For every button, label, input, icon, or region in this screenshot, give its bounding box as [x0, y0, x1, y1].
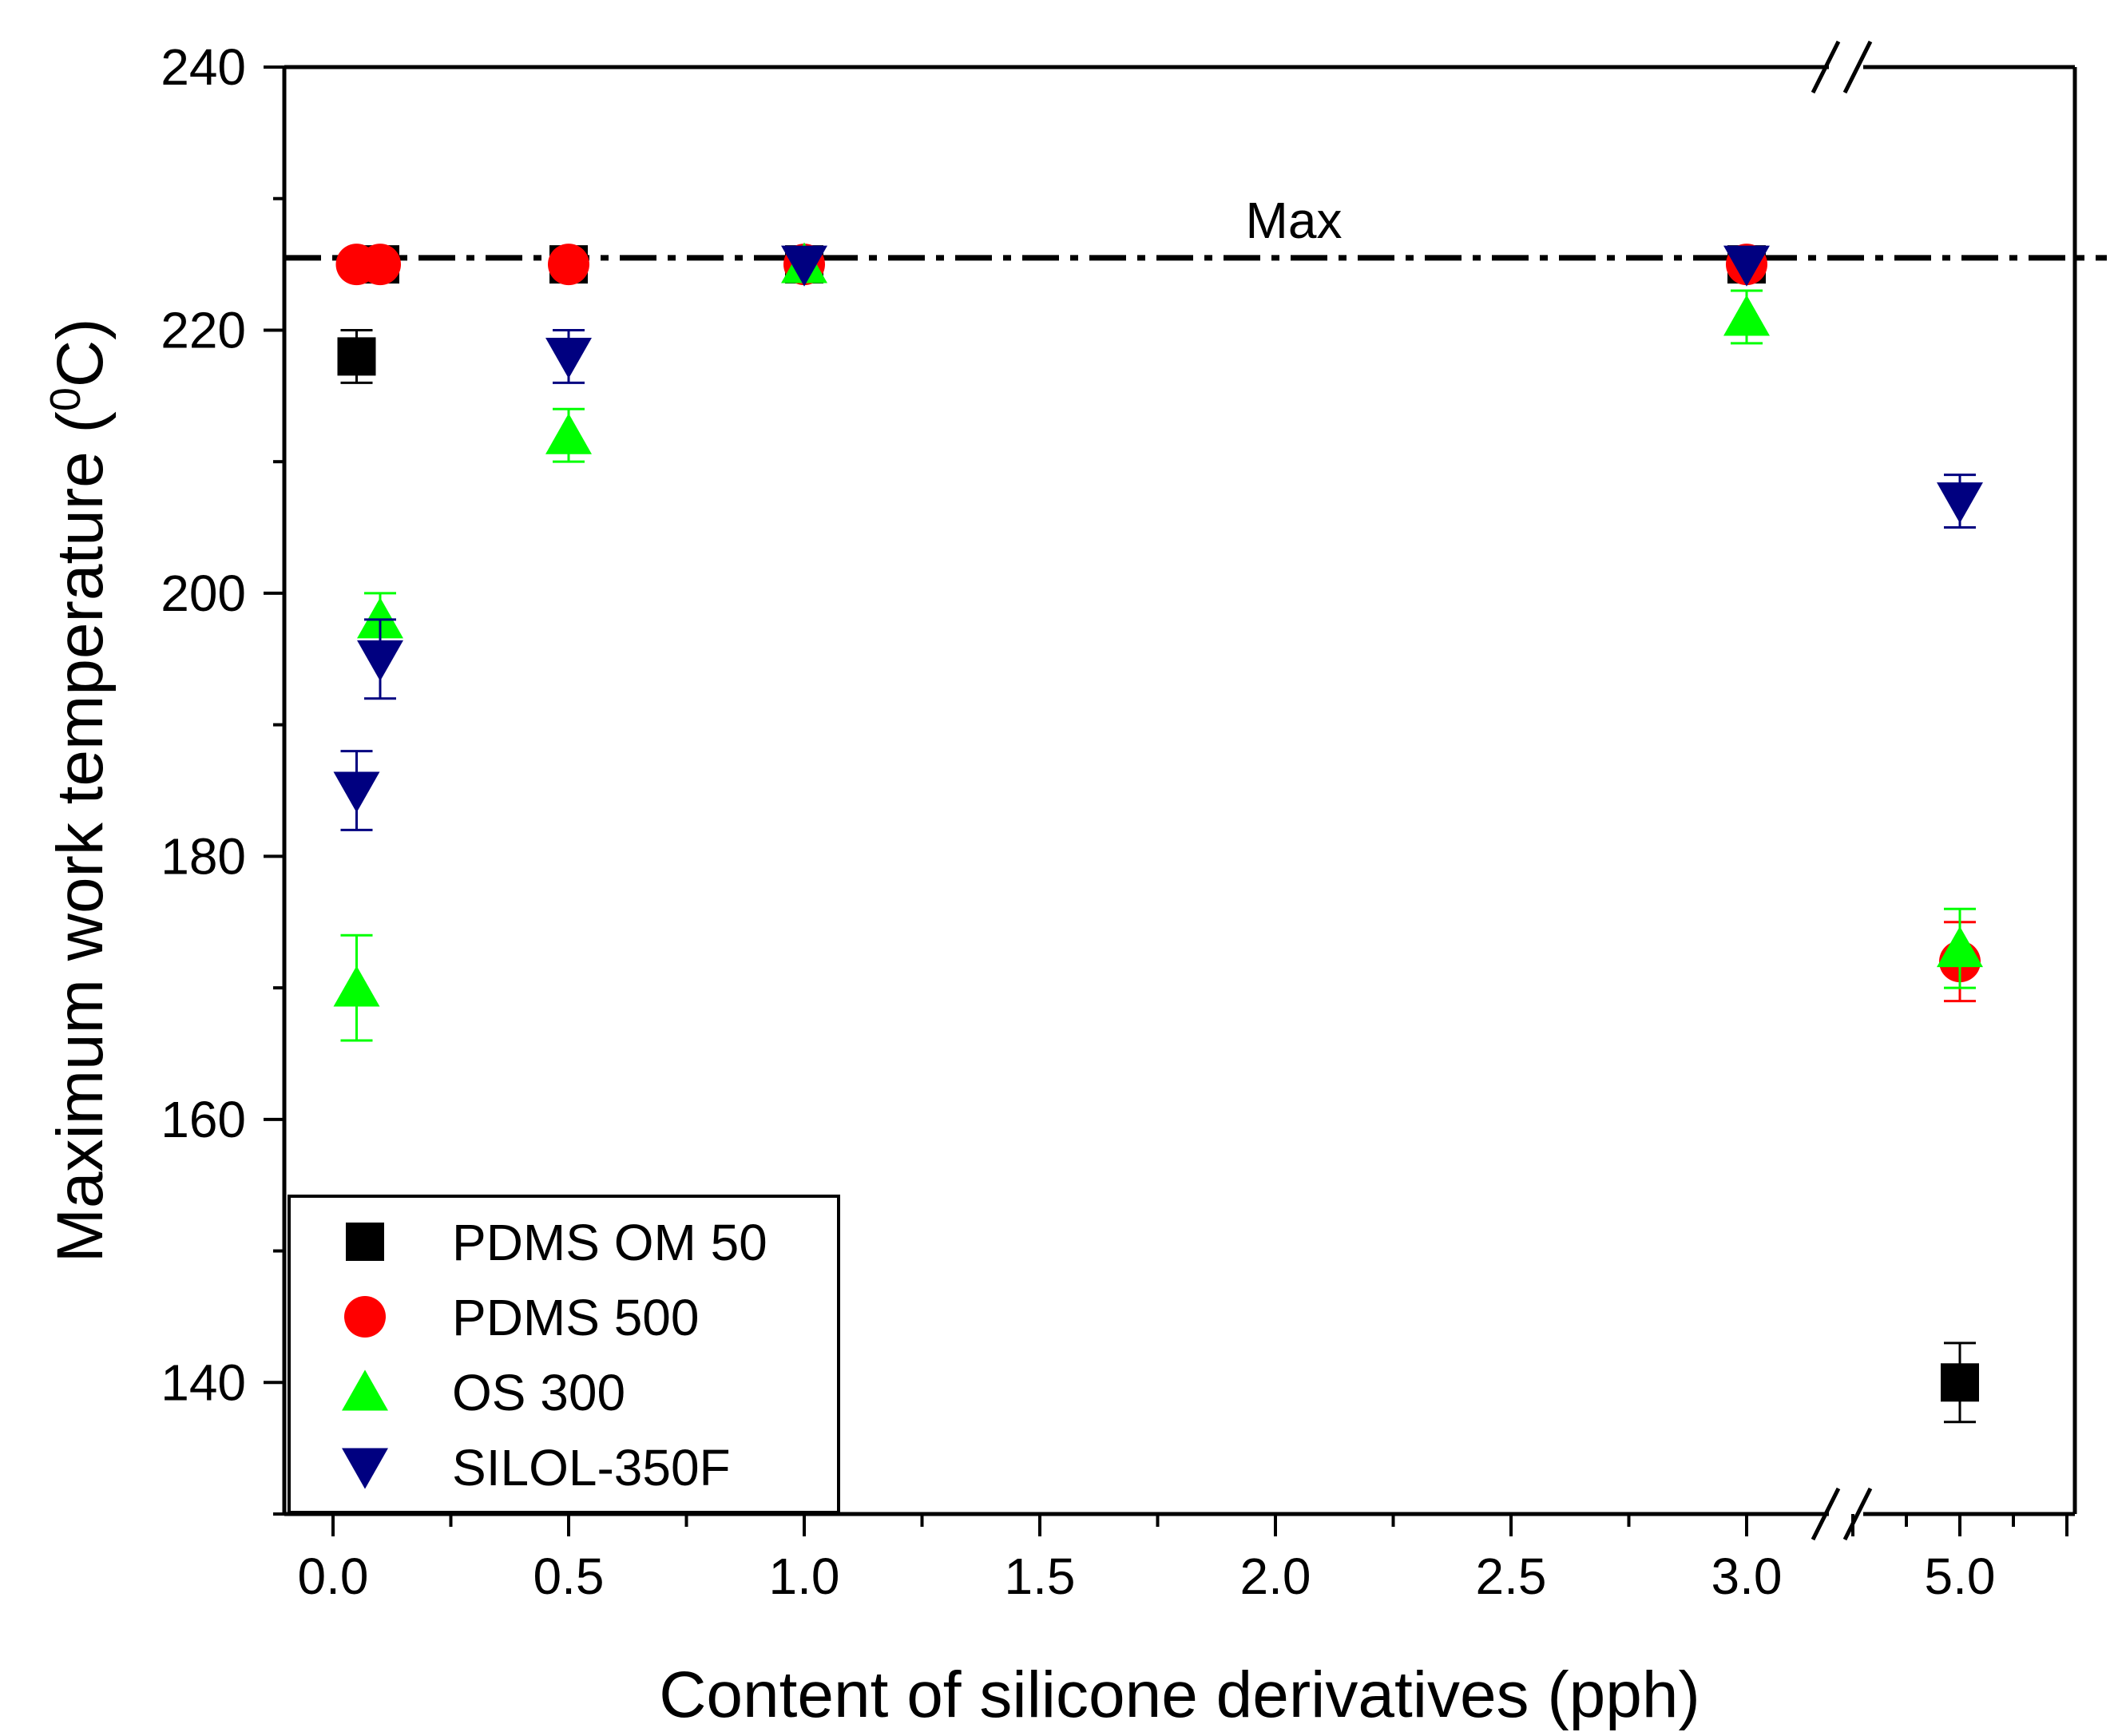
legend-marker — [346, 1223, 384, 1261]
y-tick-label: 180 — [161, 827, 246, 885]
data-point — [333, 771, 380, 813]
x-tick-label: 0.0 — [298, 1548, 369, 1605]
x-tick-label: 1.0 — [769, 1548, 840, 1605]
data-point — [781, 245, 827, 287]
y-tick-label: 200 — [161, 565, 246, 622]
axis-break-mark-bottom — [1811, 1487, 1841, 1541]
data-point — [359, 244, 401, 286]
x-axis-title: Content of silicone derivatives (pph) — [659, 1659, 1700, 1731]
legend-label: PDMS OM 50 — [452, 1214, 767, 1271]
y-tick-label: 220 — [161, 301, 246, 359]
data-point — [1937, 926, 1983, 968]
data-point — [1937, 482, 1983, 524]
data-point — [1723, 295, 1770, 336]
data-point — [545, 413, 592, 454]
legend-item: OS 300 — [342, 1364, 625, 1421]
axis-break-mark-top — [1811, 40, 1841, 94]
x-tick-label: 2.5 — [1476, 1548, 1547, 1605]
legend-label: SILOL-350F — [452, 1439, 731, 1496]
data-point — [1723, 245, 1770, 287]
data-point — [337, 337, 376, 376]
x-tick-label: 2.0 — [1240, 1548, 1311, 1605]
axis-break-mark-bottom — [1842, 1487, 1873, 1541]
legend-marker — [342, 1369, 388, 1411]
legend-label: OS 300 — [452, 1364, 625, 1421]
x-tick-label: 5.0 — [1925, 1548, 1996, 1605]
y-tick-label: 160 — [161, 1091, 246, 1148]
axes: 140 160 180 200 220 240 0.0 0.5 1.0 1.5 2.0 2.5 3.0 5… — [42, 38, 2077, 1731]
series-silol-350f — [333, 245, 1983, 831]
data-point — [357, 597, 403, 639]
y-tick-label: 240 — [161, 38, 246, 96]
x-tick-label: 0.5 — [533, 1548, 605, 1605]
legend-item: SILOL-350F — [342, 1439, 731, 1496]
data-point — [545, 337, 592, 379]
legend-marker — [342, 1448, 388, 1489]
max-reference-label: Max — [1246, 192, 1343, 249]
y-tick-label: 140 — [161, 1354, 246, 1411]
legend-marker — [344, 1296, 386, 1338]
series-layer — [333, 242, 1983, 1424]
data-point — [548, 244, 589, 286]
axis-break-mark-top — [1842, 40, 1873, 94]
data-point — [357, 640, 403, 681]
y-axis-title: Maximum work temperature (0C) — [42, 319, 117, 1263]
data-point — [333, 965, 380, 1007]
legend-item: PDMS OM 50 — [346, 1214, 767, 1271]
legend-item: PDMS 500 — [344, 1289, 699, 1346]
x-tick-label: 3.0 — [1711, 1548, 1783, 1605]
legend: PDMS OM 50 PDMS 500 OS 300 SILOL-350F — [288, 1195, 840, 1514]
legend-label: PDMS 500 — [452, 1289, 699, 1346]
data-point — [1941, 1363, 1979, 1402]
x-tick-label: 1.5 — [1005, 1548, 1076, 1605]
